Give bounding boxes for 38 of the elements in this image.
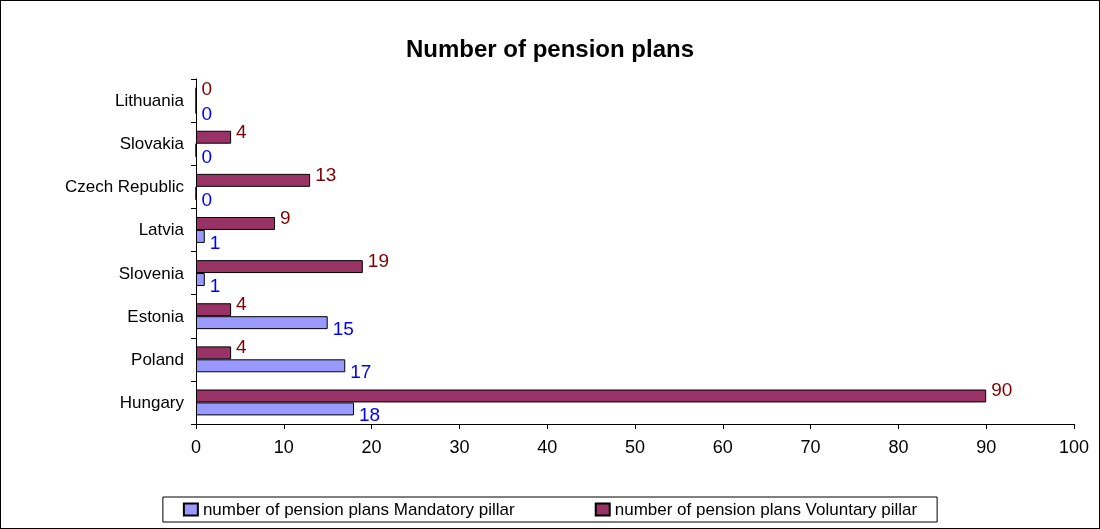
data-label: 9 <box>280 206 291 228</box>
data-label: 90 <box>991 379 1013 401</box>
x-tick-label: 40 <box>537 437 558 457</box>
y-tick-label: Slovakia <box>119 134 185 154</box>
data-label: 0 <box>201 77 213 99</box>
x-tick-label: 10 <box>273 437 294 457</box>
y-tick-label: Czech Republic <box>64 177 185 197</box>
data-label: 0 <box>201 188 213 210</box>
y-tick-label: Lithuania <box>114 91 185 111</box>
x-tick-label: 0 <box>190 437 202 457</box>
data-label: 0 <box>201 102 213 124</box>
x-tick-label: 80 <box>888 437 909 457</box>
x-tick-label: 90 <box>976 437 997 457</box>
data-label: 4 <box>236 293 248 315</box>
chart-title: Number of pension plans <box>405 34 695 62</box>
y-tick-label: Slovenia <box>118 263 185 283</box>
data-label: 17 <box>350 361 372 383</box>
data-label: 15 <box>332 318 354 340</box>
y-tick-label: Latvia <box>138 220 185 240</box>
data-label: 19 <box>367 250 389 272</box>
legend-label: number of pension plans Mandatory pillar <box>202 500 516 519</box>
data-label: 13 <box>315 163 337 185</box>
data-label: 18 <box>359 404 381 426</box>
data-label: 4 <box>236 120 248 142</box>
data-label: 1 <box>209 231 221 253</box>
y-tick-label: Poland <box>131 349 184 369</box>
legend-label: number of pension plans Voluntary pillar <box>614 500 918 519</box>
x-tick-label: 70 <box>800 437 821 457</box>
data-label: 0 <box>201 145 213 167</box>
x-tick-label: 100 <box>1058 437 1090 457</box>
data-label: 1 <box>209 275 221 297</box>
x-tick-label: 30 <box>449 437 470 457</box>
x-tick-label: 60 <box>712 437 733 457</box>
data-label: 4 <box>236 336 248 358</box>
y-tick-label: Hungary <box>119 392 185 412</box>
y-tick-label: Estonia <box>127 306 185 326</box>
x-tick-label: 20 <box>361 437 382 457</box>
x-tick-label: 50 <box>624 437 646 457</box>
